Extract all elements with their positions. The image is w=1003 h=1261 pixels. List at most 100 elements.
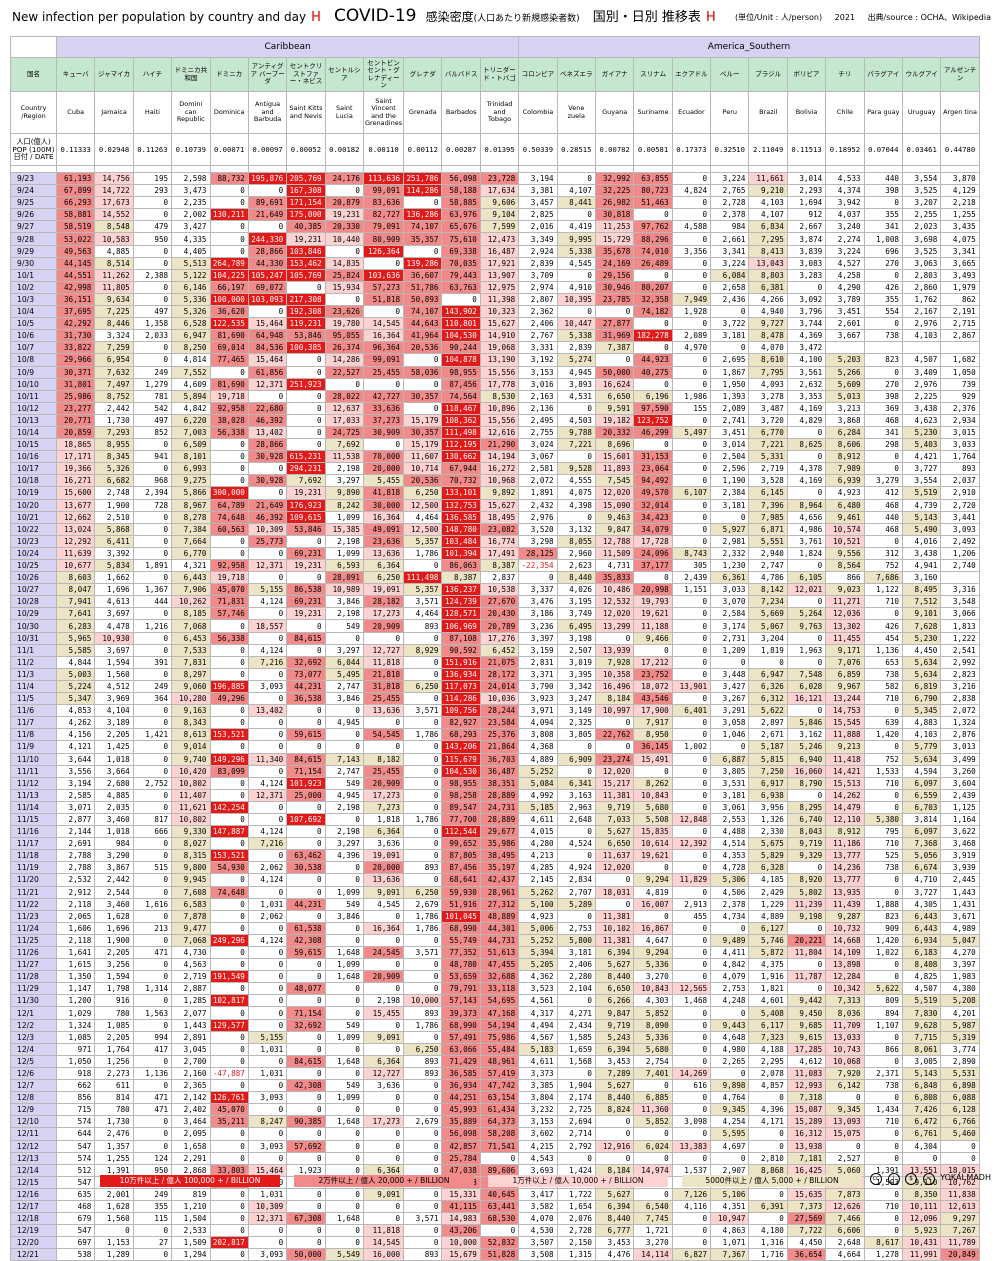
data-cell: 4,842 [710,958,750,972]
data-cell: 0 [209,365,249,379]
data-cell: 3,457 [518,196,558,210]
data-cell: 0 [710,510,750,524]
data-cell: 0 [556,1151,596,1165]
data-cell: 4,527 [825,256,865,270]
data-cell: 2,089 [710,401,750,415]
data-cell: 0 [671,1103,712,1117]
data-cell: 5,531 [940,1066,980,1081]
data-cell: 17,033 [324,413,365,427]
data-cell: 893 [403,619,443,633]
data-cell: 0 [324,1103,365,1117]
legend-level-20000: 2万件以上 / 億人 20,000 + / BILLION [294,1175,474,1187]
spacer-cell [286,165,326,173]
data-cell: 0 [710,305,750,319]
data-cell: 176,923 [286,498,326,512]
data-cell: 6,480 [825,498,865,512]
data-cell: 21,649 [247,498,288,512]
data-cell: 35,211 [209,1115,249,1129]
data-cell: 17,728 [633,534,673,548]
data-cell: 64,789 [209,498,249,512]
data-cell: 549 [324,897,365,911]
data-cell: 53,022 [55,232,96,246]
data-cell: 15,556 [479,413,520,427]
data-cell: 710 [863,692,903,706]
data-cell: 2,907 [710,1163,750,1177]
data-cell: 4,786 [748,571,788,585]
data-cell: 893 [403,1054,443,1068]
data-cell: 4,093 [748,377,788,391]
data-cell: 6,312 [748,692,788,706]
data-cell: 84,615 [286,752,326,766]
data-cell: 5,357 [403,534,443,548]
data-cell: 0 [671,921,712,935]
data-cell: 16,364 [362,921,405,935]
data-cell: 47,742 [479,1079,520,1093]
population-cell: 0.18952 [825,133,865,166]
data-cell: 74,648 [209,510,249,524]
data-cell: 3,720 [748,413,788,427]
data-cell: 5,868 [94,522,134,536]
data-cell: 12,626 [825,1199,865,1214]
data-cell: 57,143 [441,994,481,1008]
data-cell: 5,866 [171,486,211,500]
data-cell: 0 [286,825,326,839]
date-cell: 9/30 [10,256,57,270]
data-cell: 36,487 [479,764,520,778]
data-cell: 4,304 [901,1139,942,1153]
data-cell: 0 [556,849,596,863]
data-cell: 6,411 [94,534,134,548]
data-cell: 4,075 [556,486,596,500]
data-cell: 4,156 [55,728,96,742]
data-cell: 105,247 [247,268,288,282]
data-cell: 0 [671,196,712,210]
data-cell: 28,866 [247,244,288,258]
data-cell: 82,727 [362,208,405,222]
data-cell: 455 [671,909,712,923]
data-cell: 3,278 [748,389,788,403]
data-cell: 10,262 [171,595,211,609]
data-cell: 24,169 [594,256,635,270]
data-cell: 4,285 [518,861,558,875]
data-cell: 3,893 [556,377,596,391]
table-row: 11/25 2,118 1,900 0 7,068 249,296 4,124 42,308 0… [10,933,980,948]
data-cell: 3,005 [901,1054,942,1068]
data-cell: 4,450 [901,643,942,657]
data-cell: 3,174 [710,619,750,633]
data-cell: 0 [209,945,249,960]
data-cell: 5,047 [940,933,980,948]
data-cell: 6,394 [594,945,635,960]
data-cell: 0 [863,450,903,464]
data-cell: 98,955 [441,776,481,790]
data-cell: 7,323 [748,1030,788,1044]
data-cell: 9,294 [633,873,673,887]
data-cell: 3,098 [671,1115,712,1129]
data-cell: 2,198 [324,462,365,476]
data-cell: 16,272 [479,462,520,476]
data-cell: 5,551 [748,534,788,548]
table-row: 11/16 2,144 1,018 666 9,330 147,887 4,124 0 2,19… [10,825,980,839]
data-cell: 8,262 [633,776,673,790]
data-cell: 1,762 [901,292,942,307]
data-cell: 1,648 [324,945,365,960]
data-cell: 0 [247,970,288,984]
data-cell: -47,887 [209,1066,249,1081]
data-cell: 3,636 [362,1079,405,1093]
data-cell: 3,153 [518,1115,558,1129]
data-cell: 2,887 [171,982,211,996]
data-cell: 15,729 [594,232,635,246]
data-cell: 971 [55,1042,96,1056]
data-cell: 4,731 [594,558,635,573]
data-cell: 41,964 [403,329,443,343]
data-cell: 4,266 [748,292,788,307]
data-cell: 0 [556,764,596,778]
data-cell: 10,309 [247,1199,288,1214]
data-cell: 2,934 [940,413,980,427]
data-cell: 0 [403,655,443,669]
data-cell: 3,093 [247,679,288,694]
data-cell: 63,763 [441,280,481,294]
data-cell: 8,387 [479,558,520,573]
date-cell: 11/2 [10,655,57,669]
table-row: 10/18 16,271 6,682 968 9,275 0 30,928 7,692 3,29… [10,474,980,488]
data-cell: 4,555 [556,474,596,488]
data-cell: 2,174 [556,1091,596,1105]
